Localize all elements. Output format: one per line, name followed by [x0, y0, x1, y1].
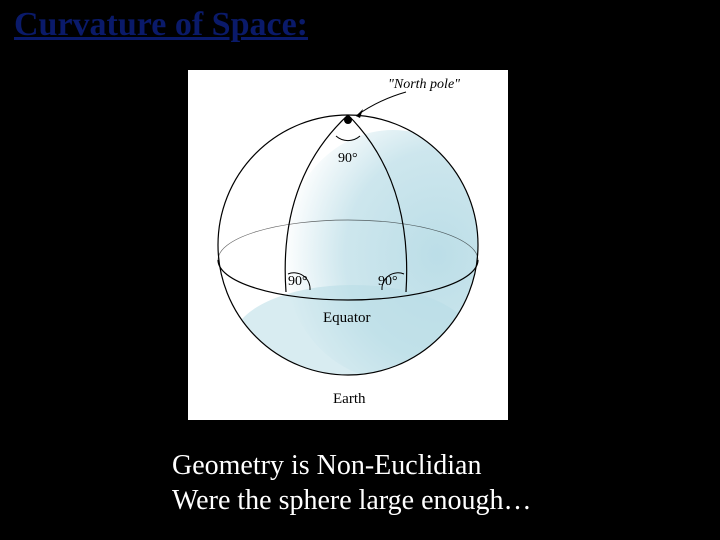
slide: Curvature of Space: [0, 0, 720, 540]
caption-line-2: Were the sphere large enough… [172, 483, 532, 518]
angle-top-label: 90° [338, 151, 358, 166]
caption-line-1: Geometry is Non-Euclidian [172, 448, 532, 483]
angle-left-label: 90° [288, 274, 308, 289]
equator-label: Equator [323, 310, 370, 326]
angle-right-label: 90° [378, 274, 398, 289]
sphere-svg: "North pole" 90° 90° 90° Equator Earth [188, 70, 508, 420]
north-pole-dot [344, 116, 352, 124]
caption: Geometry is Non-Euclidian Were the spher… [172, 448, 532, 518]
north-pole-label: "North pole" [388, 77, 460, 92]
north-pole-arrowhead [356, 109, 363, 118]
sphere-shading [233, 130, 503, 395]
slide-title: Curvature of Space: [14, 6, 308, 44]
sphere-diagram: "North pole" 90° 90° 90° Equator Earth [188, 70, 508, 420]
earth-label: Earth [333, 391, 366, 407]
north-pole-leader [356, 92, 406, 116]
